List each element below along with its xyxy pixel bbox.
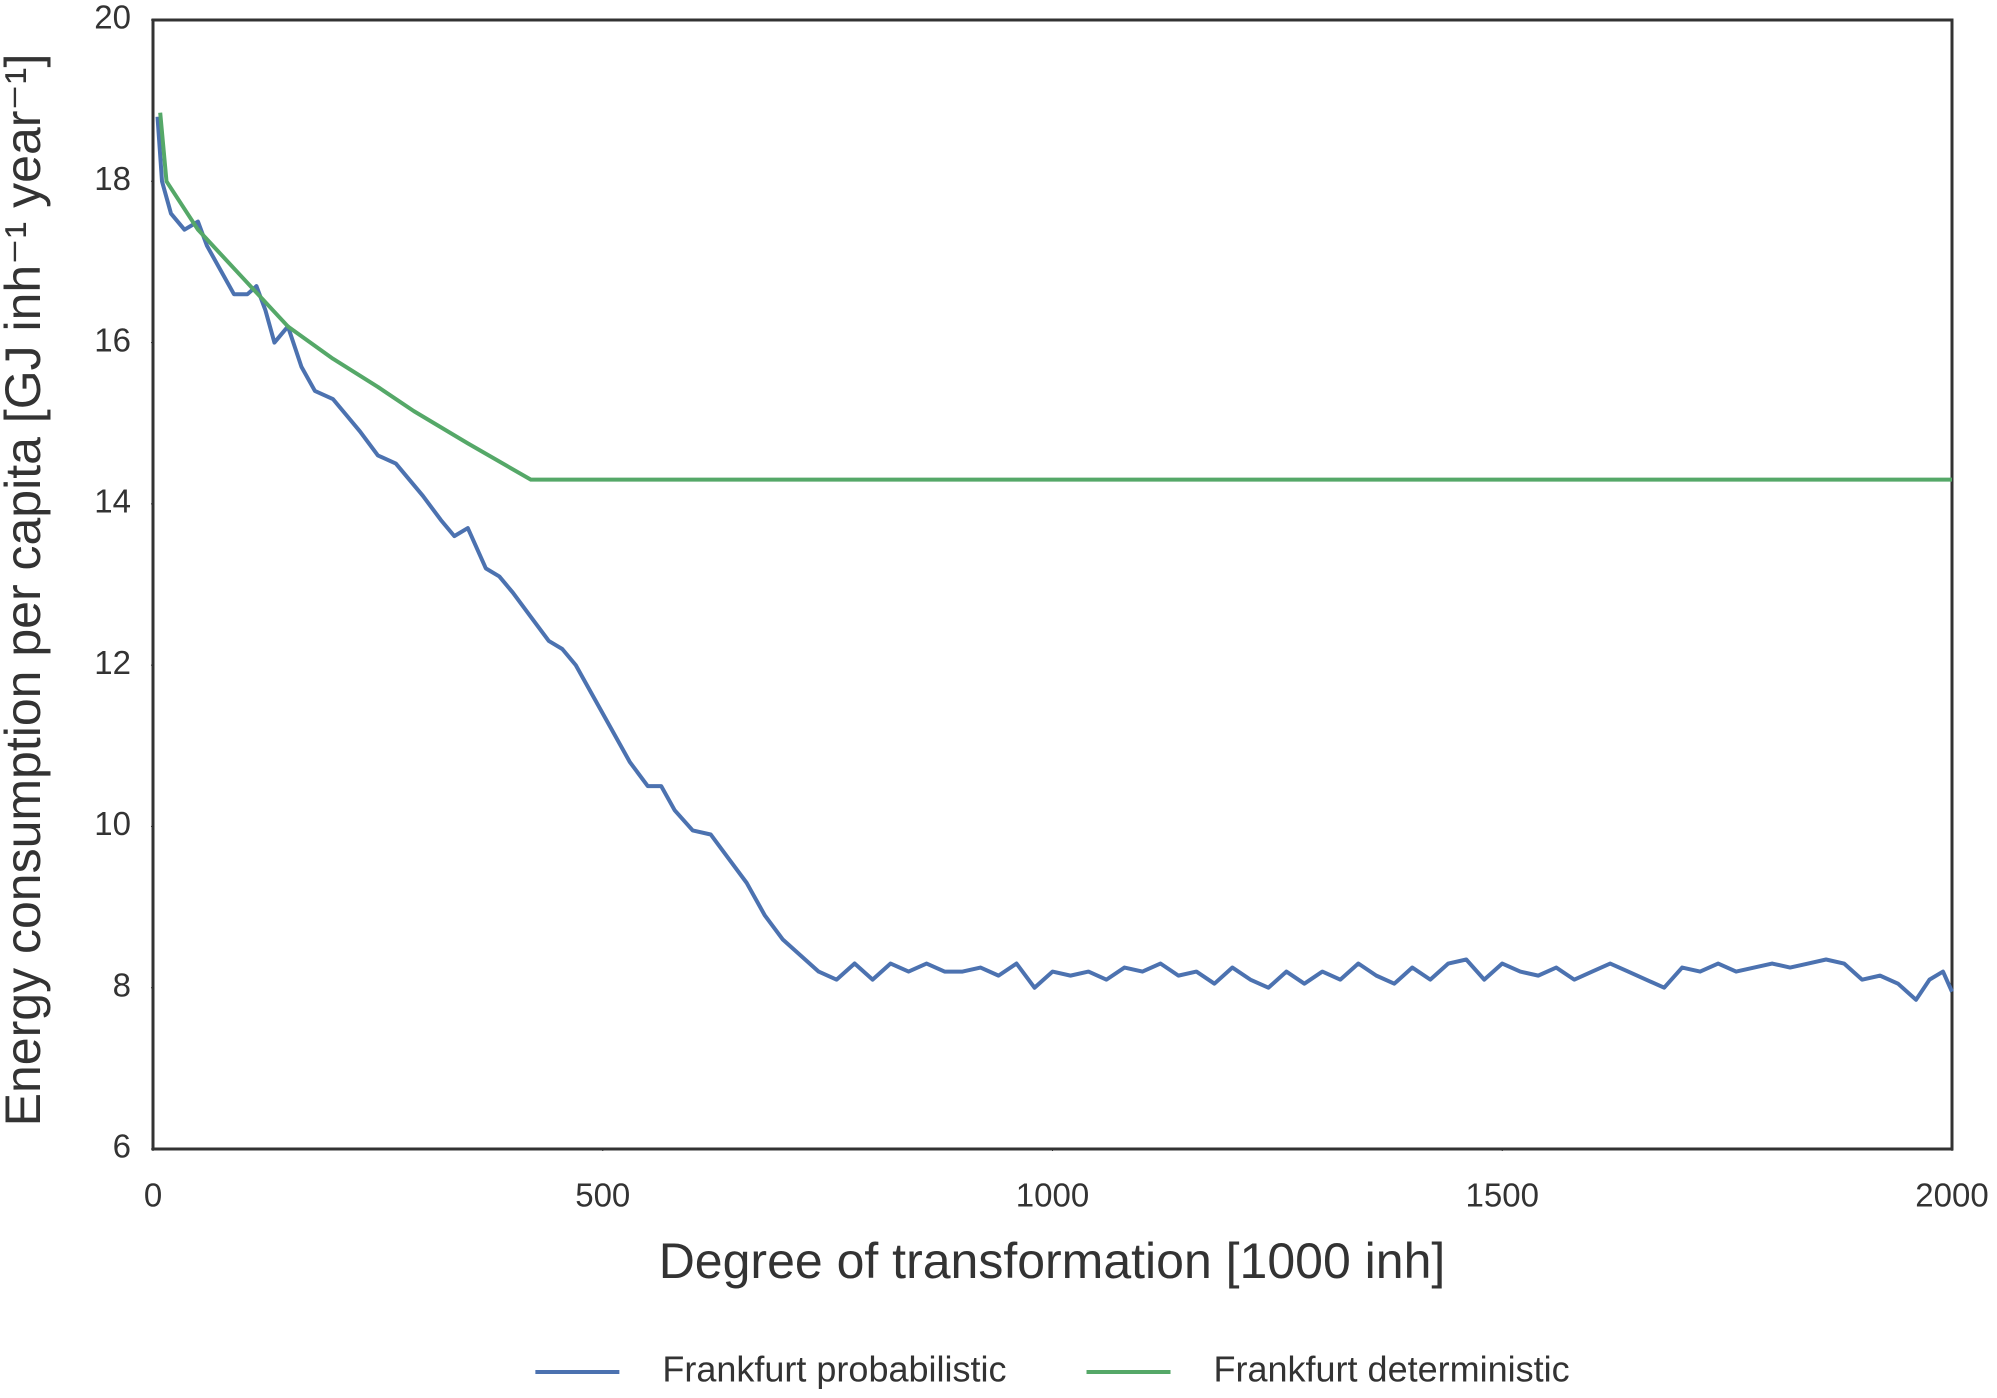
y-tick-label: 12 [94,644,131,681]
plot-frame [151,18,1954,1151]
legend-label: Frankfurt deterministic [1214,1349,1570,1390]
y-tick-label: 6 [113,1128,131,1165]
x-tick-label: 1500 [1466,1177,1539,1214]
y-tick-label: 20 [94,0,131,36]
y-tick-label: 10 [94,805,131,842]
x-axis-label: Degree of transformation [1000 inh] [659,1233,1446,1289]
x-tick-label: 500 [575,1177,630,1214]
x-tick-label: 0 [144,1177,162,1214]
y-tick-label: 18 [94,160,131,197]
y-axis-label: Energy consumption per capita [GJ inh⁻¹ … [0,54,51,1127]
data-line [155,116,1954,1002]
x-tick-label: 2000 [1915,1177,1988,1214]
x-tick-label: 1000 [1016,1177,1089,1214]
y-tick-label: 8 [113,966,131,1003]
data-line [158,112,1952,482]
legend-label: Frankfurt probabilistic [662,1349,1006,1390]
y-tick-label: 16 [94,321,131,358]
y-tick-label: 14 [94,483,131,520]
